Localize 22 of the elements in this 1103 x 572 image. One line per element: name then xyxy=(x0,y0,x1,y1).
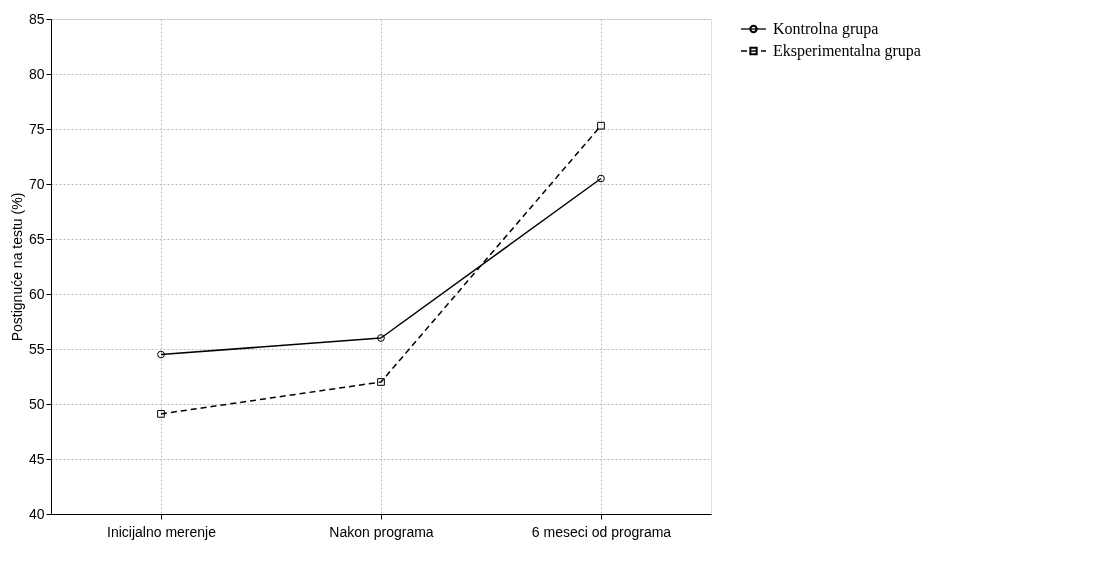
y-tick-label: 65 xyxy=(28,230,45,247)
point xyxy=(157,410,165,418)
point xyxy=(597,121,605,130)
y-tick-label: 80 xyxy=(28,65,45,82)
y-tick-label: 85 xyxy=(28,10,45,27)
y-tick-label: 55 xyxy=(28,340,45,357)
x-tick-label: Inicijalno merenje xyxy=(107,523,217,540)
point xyxy=(377,334,385,342)
point xyxy=(157,350,165,359)
point xyxy=(597,174,605,183)
y-axis-title: Postignuće na testu (%) xyxy=(8,192,25,342)
y-tick-label: 75 xyxy=(28,120,45,137)
point xyxy=(377,378,385,386)
y-tick-label: 45 xyxy=(28,450,45,467)
legend-label: Kontrolna grupa xyxy=(773,20,879,38)
y-tick-label: 60 xyxy=(28,285,45,302)
y-tick-label: 50 xyxy=(28,395,45,412)
legend-label: Eksperimentalna grupa xyxy=(773,42,921,60)
y-tick-label: 70 xyxy=(28,175,45,192)
y-tick-label: 40 xyxy=(28,505,45,522)
x-tick-label: Nakon programa xyxy=(329,523,434,540)
x-tick-label: 6 meseci od programa xyxy=(531,523,672,540)
